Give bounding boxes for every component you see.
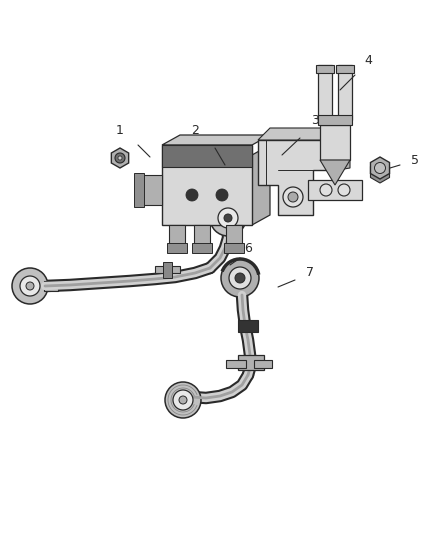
Circle shape	[115, 153, 125, 163]
Polygon shape	[169, 225, 185, 245]
Polygon shape	[336, 65, 354, 73]
Polygon shape	[163, 262, 172, 278]
Polygon shape	[371, 157, 389, 179]
Circle shape	[229, 267, 251, 289]
Circle shape	[320, 184, 332, 196]
Polygon shape	[192, 243, 212, 253]
Circle shape	[20, 276, 40, 296]
Polygon shape	[167, 243, 187, 253]
Circle shape	[288, 192, 298, 202]
Polygon shape	[162, 135, 270, 145]
Polygon shape	[238, 355, 264, 370]
Polygon shape	[258, 128, 350, 140]
Circle shape	[165, 382, 201, 418]
Polygon shape	[320, 160, 350, 185]
Polygon shape	[162, 145, 252, 225]
Polygon shape	[254, 360, 272, 368]
Text: 2: 2	[191, 124, 199, 136]
Text: 4: 4	[364, 53, 372, 67]
Text: 6: 6	[244, 241, 252, 254]
Polygon shape	[338, 65, 352, 120]
Polygon shape	[371, 161, 389, 183]
Text: 5: 5	[411, 154, 419, 166]
Text: 3: 3	[311, 114, 319, 126]
Polygon shape	[134, 173, 144, 207]
Polygon shape	[238, 320, 258, 332]
Polygon shape	[162, 145, 252, 167]
Polygon shape	[111, 148, 129, 168]
Polygon shape	[338, 128, 350, 170]
Circle shape	[179, 396, 187, 404]
Circle shape	[118, 156, 122, 160]
Circle shape	[216, 189, 228, 201]
Circle shape	[210, 200, 246, 236]
Circle shape	[283, 187, 303, 207]
Polygon shape	[226, 225, 242, 245]
Polygon shape	[44, 281, 58, 291]
Circle shape	[221, 259, 259, 297]
Circle shape	[374, 163, 385, 174]
Polygon shape	[252, 145, 270, 225]
Polygon shape	[194, 225, 210, 245]
Text: 1: 1	[116, 124, 124, 136]
Polygon shape	[318, 115, 352, 125]
Polygon shape	[318, 65, 332, 120]
Text: 7: 7	[306, 265, 314, 279]
Circle shape	[338, 184, 350, 196]
Circle shape	[12, 268, 48, 304]
Polygon shape	[142, 175, 162, 205]
Polygon shape	[258, 140, 338, 215]
Polygon shape	[155, 266, 180, 273]
Circle shape	[186, 189, 198, 201]
Polygon shape	[308, 180, 362, 200]
Polygon shape	[316, 65, 334, 73]
Polygon shape	[226, 360, 246, 368]
Circle shape	[224, 214, 232, 222]
Circle shape	[235, 273, 245, 283]
Polygon shape	[320, 125, 350, 160]
Circle shape	[218, 208, 238, 228]
Polygon shape	[224, 243, 244, 253]
Circle shape	[26, 282, 34, 290]
Circle shape	[173, 390, 193, 410]
